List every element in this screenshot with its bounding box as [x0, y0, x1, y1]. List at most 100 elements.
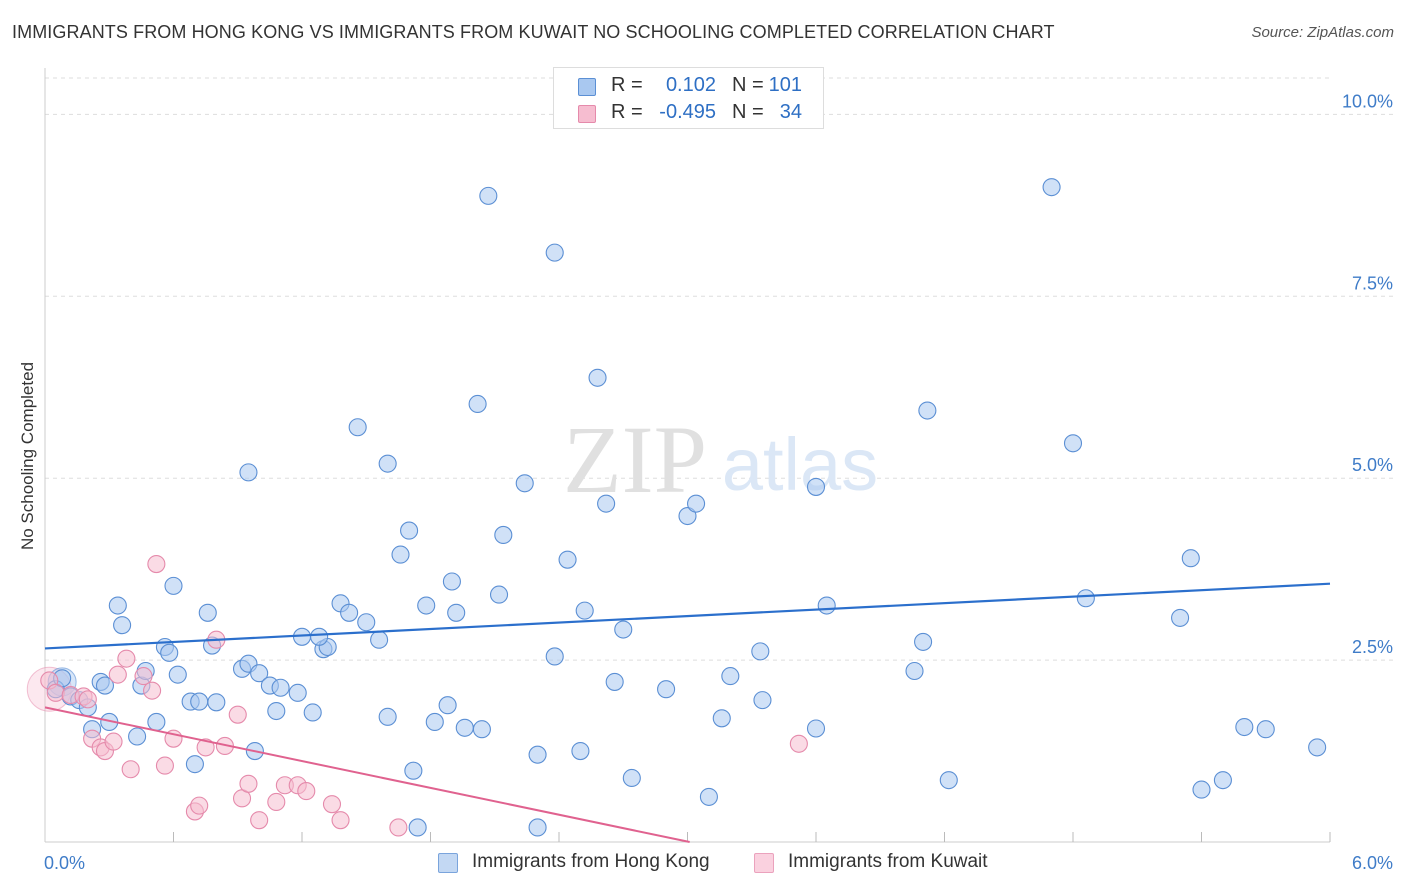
hong-kong-point [806, 719, 826, 738]
hong-kong-point [918, 401, 937, 420]
hong-kong-point [357, 613, 376, 632]
kuwait-point [196, 738, 215, 757]
hong-kong-swatch [578, 78, 596, 96]
hong-kong-point [1192, 780, 1211, 799]
r-label: R = [611, 101, 643, 123]
kuwait-point [190, 796, 209, 815]
hong-kong-point [479, 186, 498, 205]
hong-kong-point [128, 727, 147, 746]
y-tick-label: 10.0% [1342, 91, 1393, 111]
kuwait-point [297, 782, 316, 801]
hong-kong-point [468, 394, 487, 414]
n-label: N = [732, 101, 764, 123]
hong-kong-point [340, 603, 359, 622]
hong-kong-point [687, 494, 706, 513]
series-legend: Immigrants from Hong Kong Immigrants fro… [0, 851, 1406, 877]
hong-kong-point [108, 596, 127, 615]
watermark-atlas: atlas [722, 423, 878, 506]
kuwait-trend-line [44, 706, 690, 843]
hong-kong-point [905, 661, 924, 681]
hong-kong-point [164, 576, 183, 595]
hong-kong-point [95, 676, 115, 695]
hong-kong-point [455, 718, 474, 737]
chart-title: IMMIGRANTS FROM HONG KONG VS IMMIGRANTS … [12, 22, 1055, 42]
kuwait-point [108, 665, 127, 684]
kuwait-point [267, 792, 286, 812]
kuwait-point [78, 690, 97, 709]
r-value: 0.102 [665, 74, 716, 96]
hong-kong-point [391, 545, 410, 564]
hong-kong-point [447, 603, 466, 622]
hong-kong-point [370, 630, 389, 649]
hong-kong-point [160, 643, 179, 662]
hong-kong-point [417, 596, 436, 615]
hong-kong-point [378, 454, 397, 473]
kuwait-point [121, 760, 140, 779]
kuwait-point [155, 756, 174, 775]
hong-kong-point [622, 768, 641, 788]
hong-kong-point [1308, 738, 1327, 757]
hong-kong-point [558, 550, 577, 569]
kuwait-point [104, 732, 123, 751]
kuwait-point [147, 554, 166, 574]
kuwait-point [228, 705, 247, 724]
kuwait-point [389, 818, 408, 837]
hong-kong-swatch [438, 853, 458, 873]
hong-kong-point [400, 521, 419, 540]
trend-lines [44, 582, 1331, 843]
hong-kong-point [310, 627, 329, 646]
y-tick-label: 2.5% [1352, 637, 1393, 657]
hong-kong-point [515, 474, 534, 493]
hong-kong-point [528, 818, 547, 837]
hong-kong-point [147, 712, 166, 731]
hong-kong-point [408, 818, 427, 837]
hong-kong-point [271, 678, 290, 697]
hong-kong-point [575, 601, 594, 620]
correlation-legend: R = 0.102 N = 101 R = -0.495 N = 34 [553, 67, 824, 129]
hong-kong-point [571, 741, 590, 761]
kuwait-swatch [578, 105, 596, 123]
hong-kong-point [1256, 720, 1275, 739]
kuwait-point [322, 795, 342, 814]
hong-kong-point [1076, 589, 1095, 608]
hong-kong-point [185, 755, 204, 774]
hong-kong-point [545, 243, 564, 262]
hong-kong-point [528, 745, 547, 764]
kuwait-point [789, 734, 808, 753]
hong-kong-point [1181, 549, 1200, 568]
hong-kong-point [207, 693, 226, 712]
kuwait-point [250, 811, 269, 830]
y-tick-label: 5.0% [1352, 455, 1393, 475]
x-tick-label: 6.0% [1352, 853, 1393, 873]
hong-kong-point [113, 616, 132, 635]
hong-kong-point [1063, 434, 1083, 453]
hong-kong-point [348, 418, 367, 437]
kuwait-point [143, 681, 162, 700]
hong-kong-point [489, 585, 509, 604]
source-label: Source: ZipAtlas.com [1251, 24, 1394, 41]
hong-kong-point [1171, 608, 1190, 627]
hong-kong-point [712, 709, 731, 728]
hong-kong-point [614, 620, 633, 639]
hong-kong-point [588, 368, 607, 387]
hong-kong-point [1042, 178, 1061, 197]
hong-kong-point [939, 771, 958, 790]
tick-labels: 2.5% 5.0% 7.5% 10.0% 0.0% 6.0% [44, 91, 1393, 873]
hong-kong-point [239, 463, 258, 482]
n-value: 34 [779, 101, 802, 123]
hong-kong-point [438, 696, 457, 715]
legend-label: Immigrants from Hong Kong [472, 851, 710, 872]
hong-kong-point [442, 572, 461, 591]
hong-kong-point [404, 761, 423, 780]
watermark-zip: ZIP [563, 406, 707, 513]
hong-kong-point [545, 647, 564, 666]
hong-kong-point [721, 667, 740, 686]
legend-label: Immigrants from Kuwait [788, 851, 988, 872]
hong-kong-point [250, 664, 269, 683]
hong-kong-point [378, 707, 397, 726]
hong-kong-point [190, 692, 209, 711]
hong-kong-point [914, 632, 933, 651]
hong-kong-point [425, 712, 444, 731]
y-tick-label: 7.5% [1352, 273, 1393, 293]
hong-kong-point [198, 603, 217, 622]
